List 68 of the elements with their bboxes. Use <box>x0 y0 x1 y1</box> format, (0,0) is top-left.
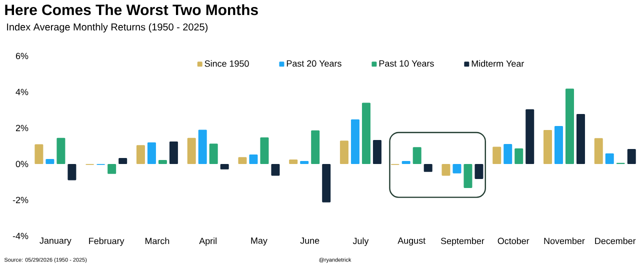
bar <box>118 158 128 164</box>
legend-label: Past 20 Years <box>286 60 342 67</box>
bar <box>526 109 534 164</box>
bar <box>504 144 512 164</box>
bar <box>187 138 196 164</box>
bar <box>108 164 116 174</box>
bar <box>34 144 44 164</box>
bar <box>464 164 472 188</box>
y-tick-label: 0% <box>16 160 28 168</box>
x-tick-label: August <box>398 238 426 246</box>
bar <box>452 164 462 174</box>
y-tick-label: 4% <box>16 88 28 96</box>
bar <box>300 160 309 164</box>
bar <box>56 138 66 164</box>
x-tick-label: December <box>595 238 636 244</box>
x-tick-label: June <box>300 238 320 244</box>
bar <box>605 153 614 164</box>
x-tick-label: January <box>40 238 72 246</box>
x-tick-label: September <box>440 238 484 246</box>
x-tick-label: March <box>145 238 170 244</box>
x-tick-label: May <box>251 238 268 246</box>
bar <box>260 137 269 164</box>
bar <box>402 160 410 164</box>
bar <box>209 144 218 164</box>
bar <box>271 164 280 176</box>
bar <box>158 160 167 164</box>
legend-label: Since 1950 <box>204 60 249 67</box>
x-tick-label: February <box>89 238 124 246</box>
bar <box>238 157 247 164</box>
bar <box>340 140 348 164</box>
bar <box>565 88 574 164</box>
y-tick-label: 2% <box>16 124 28 132</box>
bar <box>322 164 331 202</box>
chart-title: Here Comes The Worst Two Months <box>5 4 258 16</box>
bar <box>474 164 484 179</box>
bar <box>412 147 422 164</box>
bar <box>514 148 524 164</box>
bar <box>198 130 207 164</box>
bar <box>372 140 382 164</box>
bar <box>492 146 502 164</box>
x-tick-label: November <box>544 238 585 244</box>
chart-subtitle: Index Average Monthly Returns (1950 - 2025) <box>7 23 208 32</box>
bar <box>289 159 298 164</box>
bar <box>311 130 320 164</box>
legend-label: Midterm Year <box>472 60 524 67</box>
y-tick-label: -2% <box>12 196 28 204</box>
bar <box>249 154 258 164</box>
bar <box>543 130 552 164</box>
bar <box>554 126 563 164</box>
bar <box>68 164 76 180</box>
bar <box>46 158 54 164</box>
bar <box>350 119 360 164</box>
x-tick-label: July <box>352 238 369 246</box>
bar <box>136 145 145 164</box>
x-tick-label: October <box>498 238 530 244</box>
bar <box>424 164 432 172</box>
bar <box>594 138 603 164</box>
bar <box>169 141 178 164</box>
bar <box>576 114 585 164</box>
y-tick-label: -4% <box>12 232 28 240</box>
x-tick-label: April <box>199 238 216 246</box>
bar <box>362 102 370 164</box>
bar <box>147 142 156 164</box>
bar <box>220 164 229 170</box>
legend-label: Past 10 Years <box>379 60 434 67</box>
bar <box>627 149 636 164</box>
y-tick-label: 6% <box>16 52 28 60</box>
bar <box>442 164 450 176</box>
